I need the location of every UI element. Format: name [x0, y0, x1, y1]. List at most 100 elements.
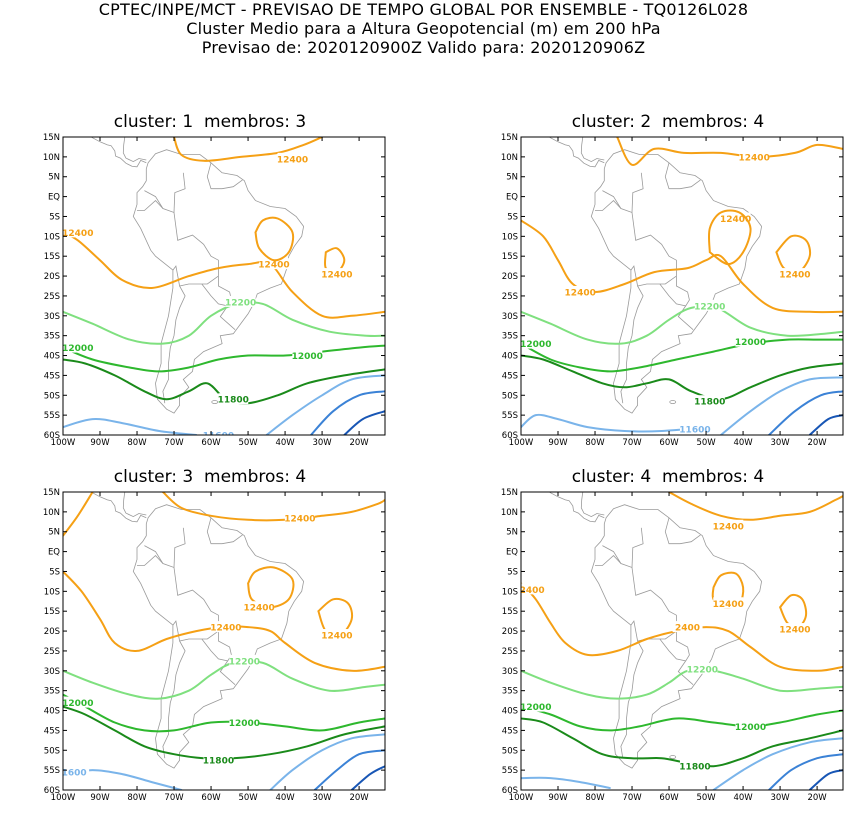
y-tick-label: 45S: [44, 726, 60, 736]
country-border: [595, 555, 622, 566]
x-tick-label: 100W: [509, 793, 534, 803]
contour-12200: [63, 660, 385, 700]
cluster-panel-4: cluster: 4 membros: 4 12400 2400 2400 12400…: [488, 467, 847, 807]
central-america-coastline: [548, 492, 605, 523]
y-tick-label: 25S: [44, 647, 60, 657]
contour-label-12400: 12400: [321, 632, 352, 642]
country-border: [659, 276, 690, 307]
contour-label-bg: [720, 212, 751, 224]
country-border: [219, 660, 236, 685]
map-frame: [520, 136, 844, 436]
contour-label-12400: 12400: [244, 604, 275, 614]
contour-12400: [161, 492, 385, 522]
contour-11200: [350, 765, 385, 790]
central-america-coastline: [90, 492, 147, 523]
x-tick-label: 50W: [238, 793, 258, 803]
central-america-coastline: [122, 137, 147, 163]
contour-12400: [63, 231, 385, 319]
y-tick-label: 35S: [502, 332, 518, 342]
country-border: [144, 172, 186, 214]
central-america-coastline: [90, 137, 147, 168]
contour-12200: [63, 301, 385, 345]
contour-label-bg: [63, 226, 93, 238]
map-frame: [520, 491, 844, 791]
x-tick-label: 50W: [696, 438, 716, 448]
country-border: [144, 527, 186, 569]
contour-label-bg: [63, 341, 93, 353]
contour-label-bg: [694, 395, 725, 407]
y-tick-label: 10S: [44, 232, 60, 242]
x-tick-label: 20W: [349, 438, 369, 448]
y-tick-label: 5S: [507, 567, 518, 577]
south-america-coastline: [132, 504, 305, 769]
contour-12400: [63, 570, 385, 672]
y-tick-label: 40S: [44, 352, 60, 362]
contour-label-bg: [292, 349, 323, 361]
contour-label-bg: [679, 423, 710, 435]
contour-label-11800: 11800: [694, 398, 725, 408]
country-border: [201, 631, 232, 662]
south-america-coastline: [590, 149, 763, 414]
y-tick-label: 35S: [44, 687, 60, 697]
contour-label-12400: 12400: [321, 271, 352, 281]
contour-label-12400: 2400: [675, 624, 700, 634]
y-tick-label: 15N: [501, 133, 518, 143]
country-border: [206, 162, 243, 190]
contour-12400: [254, 216, 295, 262]
x-tick-label: 90W: [548, 438, 568, 448]
south-america-coastline: [590, 504, 763, 769]
y-tick-label: 50S: [502, 746, 518, 756]
y-tick-label: 15N: [43, 133, 60, 143]
contour-label-12400: 12400: [713, 522, 744, 532]
y-tick-label: 5S: [49, 212, 60, 222]
figure-header: CPTEC/INPE/MCT - PREVISAO DE TEMPO GLOBA…: [0, 0, 847, 57]
contour-label-11800: 11800: [679, 763, 710, 773]
contour-label-bg: [258, 258, 289, 270]
contour-12000: [63, 693, 385, 733]
figure-title: CPTEC/INPE/MCT - PREVISAO DE TEMPO GLOBA…: [98, 0, 749, 19]
y-tick-label: 25S: [44, 292, 60, 302]
contour-12200: [521, 668, 843, 700]
contour-12000: [521, 338, 843, 373]
contour-11600: [521, 413, 708, 433]
contour-label-bg: [521, 700, 551, 712]
y-tick-label: 5S: [49, 567, 60, 577]
panel-title: cluster: 3 membros: 4: [113, 467, 307, 487]
contour-label-12400: 12400: [565, 288, 596, 298]
contour-label-12400: 12400: [210, 624, 241, 634]
contour-label-bg: [679, 760, 710, 772]
contour-map: 1240012400124001240012200120001200011800…: [43, 488, 386, 803]
contour-label-bg: [244, 601, 275, 613]
contour-label-12400: 12400: [277, 155, 308, 165]
y-tick-label: 5N: [506, 528, 518, 538]
contour-label-12400: 12400: [62, 229, 93, 239]
country-border: [630, 212, 677, 287]
x-tick-label: 40W: [733, 438, 753, 448]
cluster-panel-2: cluster: 2 membros: 4 12400 12400 12400 124…: [488, 112, 847, 452]
y-tick-label: 50S: [44, 391, 60, 401]
contour-label-bg: [521, 583, 548, 595]
y-tick-label: 20S: [502, 627, 518, 637]
y-tick-label: 5N: [48, 528, 60, 538]
contour-11800: [521, 717, 843, 768]
country-border: [162, 285, 186, 404]
y-tick-label: 10N: [501, 153, 518, 163]
contour-11600: [712, 737, 843, 790]
x-tick-label: 30W: [312, 438, 332, 448]
contour-label-bg: [321, 268, 352, 280]
x-tick-label: 20W: [349, 793, 369, 803]
contour-label-12200: 12200: [687, 665, 718, 675]
y-tick-label: 55S: [502, 766, 518, 776]
central-america-coastline: [580, 492, 605, 518]
contour-12400: [323, 247, 346, 274]
contour-label-12400: 12400: [713, 600, 744, 610]
country-border: [620, 640, 644, 759]
x-tick-label: 80W: [127, 793, 147, 803]
central-america-coastline: [548, 137, 605, 168]
cluster-panel-1: cluster: 1 membros: 3 12400 12400 12400 124…: [30, 112, 390, 452]
contour-label-bg: [225, 295, 256, 307]
y-tick-label: 20S: [502, 272, 518, 282]
x-tick-label: 60W: [201, 438, 221, 448]
y-tick-label: 10S: [502, 587, 518, 597]
